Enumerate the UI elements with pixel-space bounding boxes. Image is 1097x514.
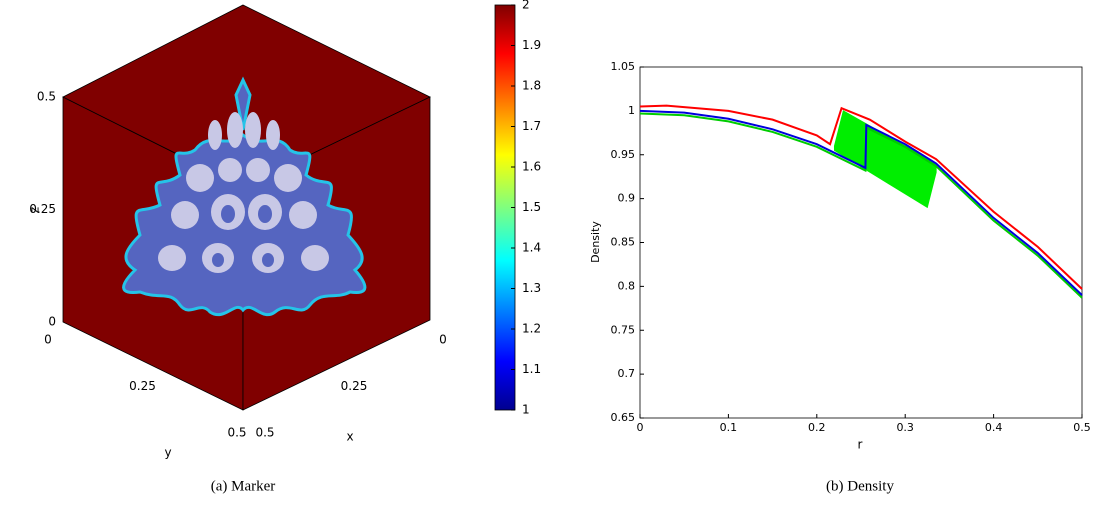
x-tick-label: 0.3 bbox=[896, 421, 914, 434]
blob-shape bbox=[122, 133, 367, 316]
caption: (b) Density bbox=[826, 478, 894, 494]
series-line bbox=[639, 109, 1083, 296]
x-axis-label: r bbox=[858, 438, 863, 452]
caption: (a) Marker bbox=[211, 478, 276, 494]
y-tick-label: 0.75 bbox=[611, 323, 636, 336]
x-axis-label: x bbox=[346, 430, 353, 444]
colorbar-tick-label: 1.6 bbox=[522, 160, 541, 174]
x-tick-label: 0 bbox=[439, 333, 447, 347]
x-tick-label: 0.5 bbox=[1073, 421, 1091, 434]
colorbar-tick-label: 1.5 bbox=[522, 200, 541, 214]
blob-hole-cores bbox=[212, 205, 274, 267]
y-tick-label: 0.85 bbox=[611, 236, 636, 249]
y-tick-label: 1 bbox=[628, 104, 635, 117]
colorbar-tick-label: 1.1 bbox=[522, 362, 541, 376]
blob-spike bbox=[234, 76, 252, 131]
y-tick-label: 0 bbox=[44, 333, 52, 347]
z-tick-label: 0.25 bbox=[29, 202, 56, 216]
z-axis-label: z bbox=[28, 207, 42, 213]
colorbar-tick-label: 1.9 bbox=[522, 38, 541, 52]
z-tick-label: 0 bbox=[48, 315, 56, 329]
y-tick-label: 0.7 bbox=[618, 367, 636, 380]
z-tick-label: 0.5 bbox=[37, 90, 56, 104]
plot-frame bbox=[639, 66, 1083, 419]
band bbox=[833, 110, 937, 209]
colorbar-tick-label: 1.8 bbox=[522, 79, 541, 93]
x-tick-label: 0.4 bbox=[985, 421, 1003, 434]
y-tick-label: 0.8 bbox=[618, 279, 636, 292]
y-tick-label: 0.9 bbox=[618, 192, 636, 205]
y-axis-label: Density bbox=[589, 221, 602, 263]
colorbar-tick-label: 1.4 bbox=[522, 241, 541, 255]
colorbar-tick-label: 1.7 bbox=[522, 119, 541, 133]
marker-blob bbox=[122, 76, 367, 316]
x-tick-label: 0.25 bbox=[341, 379, 368, 393]
x-tick-label: 0 bbox=[637, 421, 644, 434]
colorbar-tick-label: 2 bbox=[522, 0, 530, 12]
y-tick-label: 0.65 bbox=[611, 411, 636, 424]
series-line bbox=[639, 104, 1083, 290]
colorbar-tick-label: 1.2 bbox=[522, 322, 541, 336]
x-tick-label: 0.2 bbox=[808, 421, 826, 434]
x-tick-label: 0.5 bbox=[255, 426, 274, 440]
colorbar-tick-label: 1.3 bbox=[522, 281, 541, 295]
y-tick-label: 0.25 bbox=[129, 379, 156, 393]
y-tick-label: 0.95 bbox=[611, 148, 636, 161]
x-tick-label: 0.1 bbox=[720, 421, 738, 434]
y-axis-label: y bbox=[164, 446, 171, 460]
y-tick-label: 0.5 bbox=[227, 426, 246, 440]
colorbar-tick-label: 1 bbox=[522, 403, 530, 417]
y-tick-label: 1.05 bbox=[611, 60, 636, 73]
